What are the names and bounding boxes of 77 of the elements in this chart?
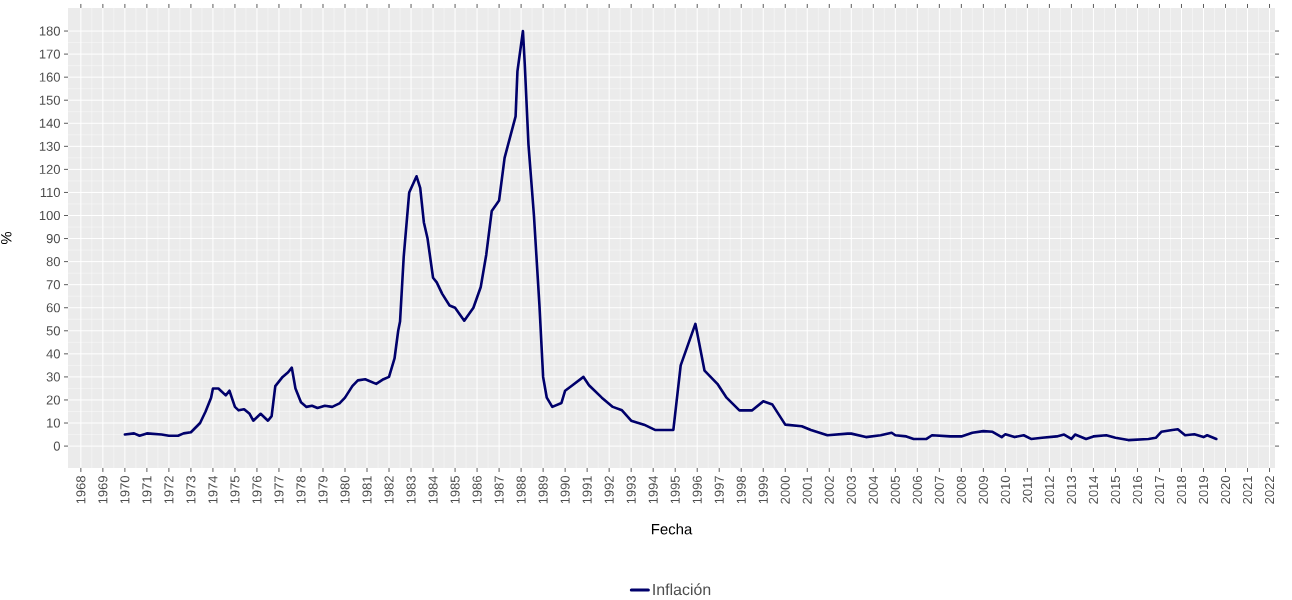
x-tick-label: 1999 — [758, 476, 768, 504]
x-tick-label: 2008 — [956, 476, 966, 504]
x-tick-label: 1986 — [472, 476, 482, 504]
x-tick-label: 1987 — [494, 476, 504, 504]
x-tick-label: 2013 — [1066, 476, 1076, 504]
x-tick-label: 1979 — [318, 476, 328, 504]
x-tick-label: 2005 — [890, 476, 900, 504]
y-tick-label: 150 — [39, 95, 60, 105]
y-tick-label: 170 — [39, 49, 60, 59]
x-tick-label: 1993 — [626, 476, 636, 504]
x-tick-label: 1983 — [406, 476, 416, 504]
x-tick-label: 2001 — [802, 476, 812, 504]
x-tick-label: 2020 — [1220, 476, 1231, 504]
x-tick-label: 2012 — [1044, 476, 1054, 504]
x-tick-label: 2004 — [868, 475, 878, 504]
x-tick-label: 1973 — [186, 476, 196, 504]
y-tick-label: 80 — [46, 257, 60, 267]
y-tick-label: 130 — [39, 141, 60, 151]
x-tick-label: 2003 — [846, 476, 856, 504]
x-tick-label: 1988 — [516, 476, 526, 504]
x-tick-label: 2014 — [1088, 475, 1099, 504]
x-tick-label: 2019 — [1198, 476, 1209, 504]
y-tick-label: 160 — [39, 72, 60, 82]
y-tick-label: 140 — [39, 118, 60, 128]
x-tick-label: 1985 — [450, 476, 460, 504]
x-tick-label: 1982 — [384, 476, 394, 504]
x-tick-label: 2007 — [934, 476, 944, 504]
x-tick-label: 1980 — [340, 476, 350, 504]
x-tick-label: 2009 — [978, 476, 988, 504]
x-tick-label: 2022 — [1264, 476, 1275, 504]
x-tick-label: 2000 — [780, 476, 790, 504]
x-tick-label: 1994 — [648, 475, 658, 504]
y-tick-label: 60 — [46, 303, 60, 313]
x-tick-label: 1970 — [120, 476, 130, 504]
x-tick-label: 1974 — [208, 475, 218, 504]
y-tick-label: 50 — [46, 326, 60, 336]
x-tick-label: 2006 — [912, 476, 922, 504]
x-tick-label: 2017 — [1154, 476, 1165, 504]
legend-label: Inflación — [653, 583, 711, 596]
y-axis-title: % — [1, 231, 12, 245]
y-tick-label: 110 — [40, 187, 60, 198]
y-tick-label: 20 — [46, 395, 60, 405]
x-tick-label: 2015 — [1110, 476, 1121, 504]
x-tick-label: 2018 — [1176, 476, 1187, 504]
y-tick-label: 70 — [46, 280, 60, 290]
x-axis-title: Fecha — [651, 523, 693, 535]
x-tick-label: 1976 — [252, 476, 262, 504]
y-tick-label: 100 — [39, 210, 60, 221]
x-tick-label: 1968 — [76, 476, 86, 504]
x-tick-label: 1977 — [274, 476, 284, 504]
x-tick-label: 2010 — [1000, 476, 1010, 504]
y-tick-label: 90 — [46, 233, 60, 244]
x-tick-label: 1975 — [230, 476, 240, 504]
x-tick-label: 2021 — [1242, 476, 1253, 504]
x-tick-label: 1971 — [142, 476, 152, 504]
x-tick-label: 1995 — [670, 476, 680, 504]
x-tick-label: 1997 — [714, 476, 724, 504]
y-tick-label: 180 — [39, 26, 60, 36]
y-tick-label: 30 — [46, 372, 60, 382]
x-tick-label: 1969 — [98, 476, 108, 504]
x-tick-label: 1996 — [692, 476, 702, 504]
x-tick-label: 2011 — [1022, 476, 1032, 503]
y-tick-label: 120 — [39, 164, 60, 174]
x-tick-label: 1991 — [582, 476, 592, 504]
x-tick-label: 2002 — [824, 476, 834, 504]
y-tick-label: 40 — [46, 349, 60, 359]
x-tick-label: 1998 — [736, 476, 746, 504]
x-tick-label: 1972 — [164, 476, 174, 504]
x-tick-label: 1989 — [538, 476, 548, 504]
y-tick-label: 10 — [47, 418, 60, 428]
x-tick-label: 1984 — [428, 475, 438, 504]
x-tick-label: 1992 — [604, 476, 614, 504]
x-tick-label: 1990 — [560, 476, 570, 504]
x-tick-label: 1981 — [362, 476, 372, 504]
x-tick-label: 1978 — [296, 476, 306, 504]
x-tick-label: 2016 — [1132, 476, 1143, 504]
y-tick-label: 0 — [53, 441, 60, 451]
